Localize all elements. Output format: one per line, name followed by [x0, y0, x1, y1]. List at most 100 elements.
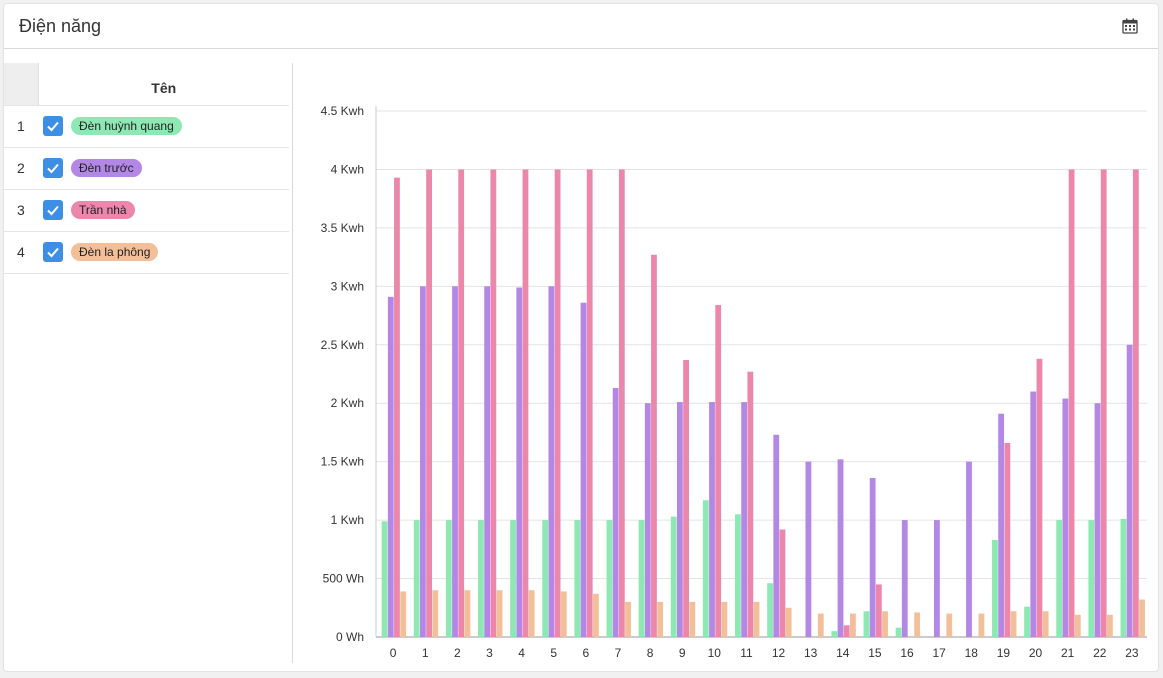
x-tick-label: 3	[486, 646, 493, 660]
bar	[831, 631, 838, 637]
bar	[1004, 442, 1011, 637]
series-label-pill[interactable]: Trần nhà	[71, 201, 135, 219]
x-tick-label: 18	[965, 646, 979, 660]
x-tick-label: 19	[997, 646, 1011, 660]
y-tick-label: 2.5 Kwh	[321, 338, 364, 352]
bar	[593, 593, 599, 637]
bar	[1062, 398, 1069, 637]
bar	[618, 169, 625, 637]
bar	[1088, 520, 1095, 637]
row-item: Đèn la phông	[38, 231, 289, 274]
bar	[574, 520, 581, 637]
bar	[548, 286, 555, 637]
x-tick-label: 20	[1029, 646, 1043, 660]
bar	[837, 459, 844, 637]
x-tick-label: 15	[868, 646, 882, 660]
bar	[1094, 403, 1101, 637]
calendar-icon[interactable]	[1122, 18, 1140, 36]
check-icon	[47, 163, 59, 174]
bar	[522, 169, 529, 637]
bar	[638, 520, 645, 637]
bar	[785, 607, 792, 637]
bar	[464, 590, 471, 637]
y-tick-label: 0 Wh	[336, 630, 364, 644]
bar	[683, 359, 689, 637]
bar	[709, 402, 715, 637]
bar	[394, 177, 400, 638]
series-checkbox[interactable]	[43, 116, 63, 136]
bar	[1036, 358, 1043, 637]
bar	[490, 169, 497, 637]
series-label-pill[interactable]: Đèn trước	[71, 159, 142, 177]
bar	[998, 413, 1005, 637]
bar	[612, 388, 619, 637]
bar	[1056, 520, 1063, 637]
legend-row: 4 Đèn la phông	[4, 231, 289, 274]
bar	[1132, 169, 1139, 637]
bar	[381, 521, 388, 637]
bar	[542, 520, 549, 637]
x-tick-label: 14	[836, 646, 850, 660]
bar	[933, 520, 940, 637]
row-item: Trần nhà	[38, 189, 289, 232]
bar	[753, 601, 760, 637]
table-header-row: Tên	[4, 63, 289, 106]
series-checkbox[interactable]	[43, 242, 63, 262]
x-tick-label: 17	[933, 646, 947, 660]
bar	[689, 601, 696, 637]
y-tick-label: 1.5 Kwh	[321, 455, 364, 469]
x-tick-label: 7	[615, 646, 622, 660]
bar	[484, 286, 491, 637]
bar	[1100, 169, 1107, 637]
bar	[560, 591, 567, 637]
bar	[895, 627, 902, 637]
y-tick-label: 4.5 Kwh	[321, 104, 364, 118]
card-title: Điện năng	[19, 16, 102, 36]
bar	[606, 520, 613, 637]
bar	[432, 590, 439, 637]
bar	[670, 516, 677, 637]
series-checkbox[interactable]	[43, 158, 63, 178]
series-checkbox[interactable]	[43, 200, 63, 220]
y-tick-label: 3 Kwh	[331, 279, 364, 293]
bar	[735, 514, 741, 637]
x-tick-label: 12	[772, 646, 786, 660]
x-tick-label: 13	[804, 646, 818, 660]
bar	[1068, 169, 1075, 637]
bar	[901, 520, 908, 637]
bar	[651, 254, 657, 638]
series-label-pill[interactable]: Đèn la phông	[71, 243, 159, 261]
x-tick-label: 9	[679, 646, 686, 660]
bar	[914, 612, 921, 637]
bar	[850, 613, 856, 637]
bar	[715, 305, 722, 637]
bar	[779, 529, 786, 637]
index-column-header	[4, 63, 39, 106]
row-index: 3	[4, 189, 38, 232]
bar	[1126, 344, 1133, 637]
series-legend-table: Tên 1 Đèn huỳnh quang 2 Đèn trước 3 Trần nhà 4…	[4, 63, 289, 274]
bar	[966, 461, 972, 637]
y-tick-label: 4 Kwh	[331, 162, 364, 176]
bar	[387, 296, 394, 637]
series-label-pill[interactable]: Đèn huỳnh quang	[71, 117, 182, 135]
bar	[992, 539, 998, 637]
legend-row: 2 Đèn trước	[4, 147, 289, 190]
y-tick-label: 500 Wh	[323, 572, 364, 586]
energy-bar-chart: 0 Wh 500 Wh 1 Kwh 1.5 Kwh 2 Kwh 2.5 Kwh 3 Kwh 3…	[294, 63, 1160, 673]
x-tick-label: 4	[518, 646, 525, 660]
x-tick-label: 11	[740, 646, 753, 660]
bar	[721, 601, 728, 637]
bar	[767, 583, 773, 637]
x-tick-label: 21	[1061, 646, 1075, 660]
row-index: 1	[4, 105, 38, 148]
bar	[657, 601, 664, 637]
bar	[452, 286, 458, 637]
bar	[1030, 391, 1037, 637]
bar	[1010, 611, 1017, 637]
bar	[1042, 611, 1049, 637]
bar	[978, 613, 985, 637]
card-header: Điện năng	[4, 4, 1158, 49]
bar	[1074, 614, 1081, 637]
check-icon	[47, 121, 59, 132]
